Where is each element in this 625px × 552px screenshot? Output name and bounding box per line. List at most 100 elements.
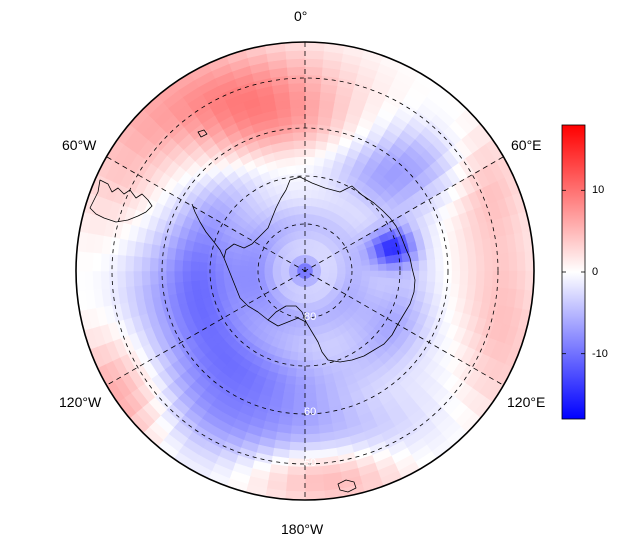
field-cell [165,258,175,272]
field-cell [289,433,306,444]
field-cell [467,255,478,272]
field-cell [304,433,321,444]
field-cell [141,256,151,272]
lat-label-60: 60 [304,406,316,418]
field-cell [309,327,317,337]
field-cell [304,352,314,362]
field-cell [280,270,290,274]
field-cell [304,474,324,484]
field-cell [263,270,273,275]
lon-label-60e: 60°E [511,137,542,153]
field-cell [298,335,306,345]
field-cell [132,270,143,287]
field-cell [255,270,265,276]
field-cell [289,98,306,109]
field-cell [500,252,510,272]
colorbar-ticks [562,189,585,355]
field-cell [149,270,159,285]
field-cell [286,66,306,76]
field-cell [492,270,502,289]
field-cell [304,441,322,452]
lon-label-120w: 120°W [59,394,102,410]
antarctica-coastline [223,176,416,363]
lat-label-80: 80 [304,311,316,323]
field-cell [475,254,486,272]
graticule [106,42,504,500]
field-cell [385,255,395,265]
field-cell [295,164,306,174]
lon-label-0: 0° [294,8,308,24]
field-cell [290,425,306,435]
field-cell [293,139,306,150]
field-cell [426,270,437,283]
field-cell [206,270,216,280]
field-cell [409,250,420,263]
field-cell [311,343,320,353]
field-cell [377,263,388,272]
field-cell [295,368,306,378]
field-cell [483,270,494,288]
field-cell [92,270,102,290]
field-cell [467,270,478,287]
field-cell [173,259,184,272]
field-cell [100,270,110,290]
field-cell [215,277,225,287]
coastlines [89,129,416,493]
parallel-60 [161,127,449,415]
field-cell [369,257,379,266]
field-cell [516,270,527,291]
field-cell [116,254,127,272]
field-cell [301,237,306,247]
field-cell [377,270,388,279]
field-cell [304,343,313,354]
field-cell [165,270,175,284]
field-cell [181,270,192,283]
field-cell [386,270,396,280]
field-cell [190,279,201,292]
field-cell [297,188,306,199]
field-cell [298,205,306,215]
field-cell [299,213,306,223]
field-cell [304,425,320,435]
field-cell [304,180,314,190]
meridian-60e-120w [106,156,504,386]
field-cell [500,270,510,290]
field-cell [290,189,299,199]
field-cell [304,295,309,305]
field-cell [304,327,312,337]
field-cell [76,270,86,292]
field-cell [304,197,312,207]
field-cell [297,343,306,354]
field-cell [393,253,404,264]
field-cell [304,58,324,68]
field-cell [288,90,306,101]
field-cell [313,375,326,386]
field-cell [296,360,306,370]
field-cell [320,268,330,272]
field-cell [214,270,224,280]
field-cell [108,270,118,289]
colorbar-label-neg10: -10 [592,348,608,360]
field-cell [173,270,184,283]
field-cell [418,259,429,272]
field-cell [304,384,317,395]
field-cell [124,270,135,288]
field-cell [206,278,217,289]
field-cell [301,229,306,239]
field-cell [459,270,469,286]
field-cell [286,58,306,68]
map-boundary [75,41,535,501]
field-cell [304,368,315,378]
field-cell [291,115,306,125]
field-cell [377,256,387,265]
field-cell [293,147,306,158]
anomaly-field [76,42,534,500]
field-cell [304,164,315,174]
field-cell [402,270,412,281]
field-cell [284,375,297,386]
field-cell [459,256,469,272]
field-cell [508,270,518,290]
field-cell [304,392,317,403]
field-cell [108,253,118,272]
